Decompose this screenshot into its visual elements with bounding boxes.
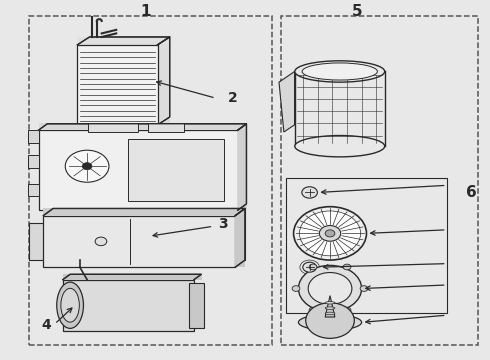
Circle shape: [294, 207, 367, 260]
Bar: [88, 123, 138, 132]
Bar: [286, 178, 446, 314]
Circle shape: [309, 264, 317, 270]
Circle shape: [343, 264, 351, 270]
Bar: [44, 208, 245, 216]
Ellipse shape: [325, 307, 335, 309]
Bar: [148, 123, 184, 132]
Bar: [28, 130, 39, 143]
Circle shape: [292, 286, 300, 291]
Text: 5: 5: [351, 4, 362, 19]
Bar: [39, 123, 247, 130]
Circle shape: [306, 303, 354, 338]
Bar: [29, 16, 272, 346]
Ellipse shape: [57, 282, 83, 328]
Circle shape: [299, 211, 361, 256]
Bar: [77, 45, 158, 125]
Text: 3: 3: [219, 217, 228, 231]
Bar: [238, 130, 247, 210]
Text: 2: 2: [228, 91, 238, 105]
Circle shape: [303, 262, 317, 272]
Circle shape: [325, 230, 335, 237]
Ellipse shape: [295, 61, 385, 82]
Circle shape: [65, 150, 109, 182]
Bar: [158, 44, 170, 125]
Circle shape: [82, 163, 92, 170]
Ellipse shape: [325, 312, 335, 315]
Circle shape: [95, 237, 107, 246]
Ellipse shape: [298, 314, 362, 330]
Ellipse shape: [302, 63, 377, 80]
Polygon shape: [325, 296, 335, 317]
Circle shape: [308, 273, 352, 305]
Bar: [44, 216, 235, 267]
Circle shape: [309, 307, 317, 313]
Text: 6: 6: [466, 185, 476, 200]
Text: 1: 1: [140, 4, 150, 19]
Text: 4: 4: [41, 318, 50, 332]
Bar: [28, 155, 39, 167]
Polygon shape: [279, 72, 294, 132]
Bar: [78, 37, 170, 45]
Circle shape: [298, 265, 362, 312]
Bar: [39, 130, 238, 210]
Ellipse shape: [295, 135, 385, 157]
Bar: [47, 124, 246, 204]
Bar: [29, 223, 48, 260]
Bar: [28, 184, 39, 196]
Bar: [53, 208, 245, 260]
Ellipse shape: [325, 302, 335, 304]
Circle shape: [319, 226, 341, 241]
Circle shape: [302, 187, 318, 198]
Bar: [63, 280, 194, 331]
Bar: [189, 283, 204, 328]
Ellipse shape: [61, 288, 79, 322]
Bar: [128, 139, 224, 201]
Circle shape: [360, 286, 368, 291]
Bar: [63, 274, 202, 280]
Bar: [281, 16, 478, 346]
Circle shape: [343, 307, 351, 313]
Bar: [235, 215, 245, 267]
